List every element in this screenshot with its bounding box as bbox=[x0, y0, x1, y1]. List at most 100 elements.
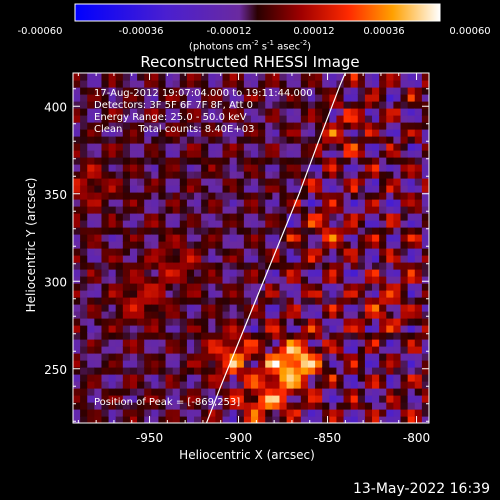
heatmap-cell bbox=[336, 311, 345, 319]
heatmap-cell bbox=[300, 108, 309, 116]
heatmap-cell bbox=[215, 409, 224, 417]
heatmap-cell bbox=[293, 94, 302, 102]
heatmap-cell bbox=[165, 220, 174, 228]
heatmap-cell bbox=[215, 150, 224, 158]
heatmap-cell bbox=[322, 115, 330, 123]
heatmap-cell bbox=[73, 388, 81, 396]
heatmap-cell bbox=[407, 255, 416, 263]
heatmap-cell bbox=[108, 269, 117, 277]
heatmap-cell bbox=[286, 143, 295, 151]
heatmap-cell bbox=[322, 178, 330, 186]
heatmap-cell bbox=[151, 325, 160, 333]
heatmap-cell bbox=[407, 262, 416, 270]
heatmap-cell bbox=[265, 80, 273, 88]
heatmap-cell bbox=[258, 115, 266, 123]
heatmap-cell bbox=[414, 248, 423, 256]
heatmap-cell bbox=[122, 262, 131, 270]
heatmap-cell bbox=[300, 87, 309, 95]
heatmap-cell bbox=[80, 332, 88, 340]
heatmap-cell bbox=[73, 150, 81, 158]
heatmap-cell bbox=[251, 122, 259, 130]
heatmap-cell bbox=[357, 395, 366, 403]
heatmap-cell bbox=[379, 129, 387, 137]
heatmap-cell bbox=[201, 227, 209, 235]
heatmap-cell bbox=[115, 101, 124, 109]
heatmap-cell bbox=[215, 290, 224, 298]
heatmap-cell bbox=[329, 206, 338, 214]
heatmap-cell bbox=[151, 108, 160, 116]
heatmap-cell bbox=[315, 346, 323, 354]
heatmap-cell bbox=[300, 178, 309, 186]
heatmap-cell bbox=[108, 367, 117, 375]
heatmap-cell bbox=[144, 213, 152, 221]
heatmap-cell bbox=[129, 255, 138, 263]
heatmap-cell bbox=[158, 185, 167, 193]
heatmap-cell bbox=[258, 304, 266, 312]
heatmap-cell bbox=[158, 283, 167, 291]
heatmap-cell bbox=[179, 325, 188, 333]
heatmap-cell bbox=[414, 171, 423, 179]
heatmap-cell bbox=[158, 388, 167, 396]
heatmap-cell bbox=[115, 381, 124, 389]
heatmap-cell bbox=[222, 283, 231, 291]
heatmap-cell bbox=[315, 276, 323, 284]
heatmap-cell bbox=[222, 255, 231, 263]
heatmap-cell bbox=[158, 171, 167, 179]
heatmap-cell bbox=[165, 381, 174, 389]
heatmap-cell bbox=[144, 388, 152, 396]
heatmap-cell bbox=[94, 199, 103, 207]
heatmap-cell bbox=[108, 171, 117, 179]
heatmap-cell bbox=[364, 178, 373, 186]
heatmap-cell bbox=[372, 80, 380, 88]
heatmap-cell bbox=[122, 164, 131, 172]
heatmap-cell bbox=[73, 332, 81, 340]
heatmap-cell bbox=[94, 360, 103, 368]
heatmap-cell bbox=[165, 206, 174, 214]
heatmap-cell bbox=[300, 164, 309, 172]
heatmap-cell bbox=[73, 304, 81, 312]
heatmap-cell bbox=[215, 206, 224, 214]
heatmap-cell bbox=[215, 395, 224, 403]
heatmap-cell bbox=[186, 255, 195, 263]
heatmap-cell bbox=[258, 171, 266, 179]
colorbar-units: (photons cm-2 s-1 asec-2) bbox=[188, 39, 312, 53]
heatmap-cell bbox=[343, 255, 352, 263]
heatmap-cell bbox=[258, 360, 266, 368]
heatmap-cell bbox=[87, 185, 95, 193]
heatmap-cell bbox=[329, 332, 338, 340]
heatmap-cell bbox=[215, 248, 224, 256]
heatmap-cell bbox=[315, 325, 323, 333]
heatmap-cell bbox=[115, 283, 124, 291]
heatmap-cell bbox=[329, 367, 338, 375]
heatmap-cell bbox=[265, 129, 273, 137]
heatmap-cell bbox=[236, 402, 245, 410]
heatmap-cell bbox=[300, 290, 309, 298]
heatmap-cell bbox=[73, 234, 81, 242]
heatmap-cell bbox=[407, 269, 416, 277]
heatmap-cell bbox=[215, 101, 224, 109]
heatmap-cell bbox=[329, 241, 338, 249]
heatmap-cell bbox=[122, 374, 131, 382]
heatmap-cell bbox=[364, 101, 373, 109]
heatmap-cell bbox=[357, 388, 366, 396]
heatmap-cell bbox=[350, 94, 359, 102]
heatmap-cell bbox=[322, 234, 330, 242]
heatmap-cell bbox=[421, 73, 429, 81]
heatmap-cell bbox=[222, 297, 231, 305]
heatmap-cell bbox=[307, 311, 316, 319]
heatmap-cell bbox=[208, 346, 216, 354]
heatmap-cell bbox=[215, 136, 224, 144]
heatmap-cell bbox=[386, 402, 394, 410]
heatmap-cell bbox=[222, 199, 231, 207]
heatmap-cell bbox=[279, 94, 288, 102]
heatmap-cell bbox=[179, 73, 188, 81]
heatmap-cell bbox=[129, 227, 138, 235]
heatmap-cell bbox=[379, 416, 387, 423]
heatmap-cell bbox=[208, 381, 216, 389]
heatmap-cell bbox=[115, 178, 124, 186]
heatmap-cell bbox=[137, 395, 145, 403]
heatmap-cell bbox=[215, 262, 224, 270]
heatmap-cell bbox=[258, 248, 266, 256]
heatmap-cell bbox=[286, 206, 295, 214]
